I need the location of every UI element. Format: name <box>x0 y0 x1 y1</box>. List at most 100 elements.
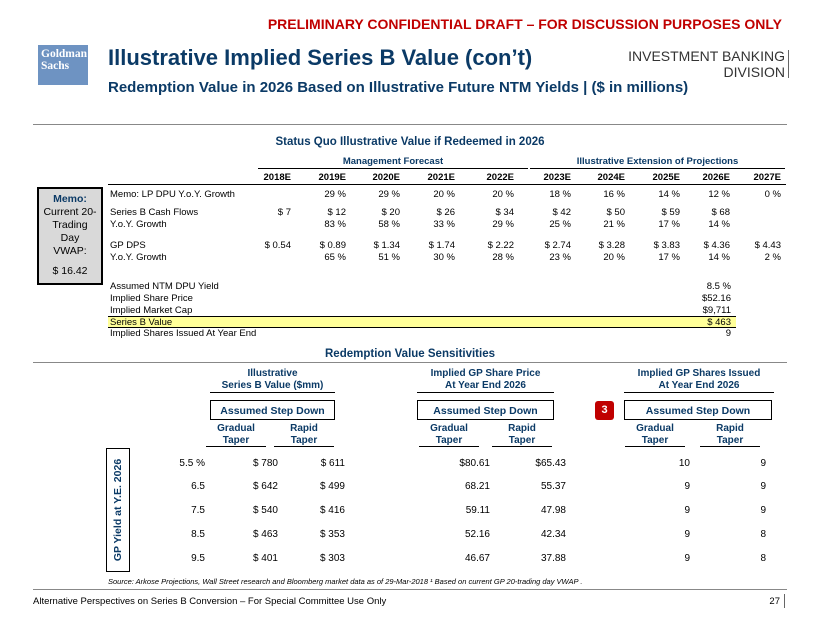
sensitivity-cell: 42.34 <box>540 529 566 540</box>
sensitivity-cell: $ 303 <box>319 553 345 564</box>
table-cell: 65 % <box>324 252 346 263</box>
group-header-1: Implied GP Shares Issued <box>637 368 761 379</box>
sensitivity-cell: 9 <box>760 481 766 492</box>
logo-line-1: Goldman <box>41 48 88 60</box>
yield-value: 8.5 <box>191 529 205 540</box>
sensitivity-cell: 9 <box>684 529 690 540</box>
year-header: 2022E <box>486 172 514 183</box>
year-header: 2026E <box>702 172 730 183</box>
year-header: 2020E <box>372 172 400 183</box>
yield-axis-label: GP Yield at Y.E. 2026 <box>112 458 124 562</box>
table-cell: 20 % <box>492 189 514 200</box>
sensitivity-cell: $65.43 <box>535 458 566 469</box>
division-divider <box>788 50 789 78</box>
taper-header-1: Gradual <box>430 423 468 434</box>
memo-box: Memo: Current 20- Trading Day VWAP: $ 16… <box>37 187 103 285</box>
taper-header-2: Taper <box>274 435 334 447</box>
company-logo: Goldman Sachs <box>38 45 88 85</box>
page-number: 27 <box>769 596 780 607</box>
table-cell: 14 % <box>658 189 680 200</box>
taper-header-2: Taper <box>625 435 685 447</box>
callout-badge: 3 <box>595 401 614 420</box>
group-header-2: At Year End 2026 <box>624 380 774 393</box>
step-down-header: Assumed Step Down <box>624 400 772 420</box>
logo-line-2: Sachs <box>41 60 70 72</box>
step-down-header: Assumed Step Down <box>417 400 554 420</box>
table-cell: $ 12 <box>327 207 347 218</box>
row-label: Memo: LP DPU Y.o.Y. Growth <box>110 189 235 200</box>
page-title: Illustrative Implied Series B Value (con… <box>108 45 533 70</box>
table-cell: 14 % <box>708 252 730 263</box>
sensitivity-cell: 10 <box>678 458 690 469</box>
mgmt-forecast-header: Management Forecast <box>342 156 444 167</box>
memo-title: Memo: <box>53 193 87 205</box>
source-note: Source: Arkose Projections, Wall Street … <box>108 577 583 586</box>
table-cell: 23 % <box>549 252 571 263</box>
memo-line-3: Day <box>60 232 80 244</box>
group-header-2: At Year End 2026 <box>417 380 554 393</box>
table-cell: $ 7 <box>277 207 291 218</box>
table-cell: $ 0.54 <box>264 240 291 251</box>
table-cell: $ 2.74 <box>544 240 571 251</box>
taper-header-1: Rapid <box>508 423 536 434</box>
table-cell: 29 % <box>378 189 400 200</box>
confidential-banner: PRELIMINARY CONFIDENTIAL DRAFT – FOR DIS… <box>267 16 782 32</box>
year-header: 2021E <box>427 172 455 183</box>
table-cell: 16 % <box>603 189 625 200</box>
header-divider <box>33 124 787 125</box>
taper-header-1: Gradual <box>217 423 255 434</box>
row-label: Series B Cash Flows <box>110 207 199 218</box>
sensitivity-cell: $80.61 <box>459 458 490 469</box>
summary-value: $ 463 <box>707 317 731 328</box>
taper-header-2: Taper <box>419 435 479 447</box>
table-cell: 29 % <box>324 189 346 200</box>
year-header: 2027E <box>753 172 781 183</box>
summary-label: Series B Value <box>110 317 173 328</box>
table-cell: $ 1.34 <box>373 240 400 251</box>
summary-value: $52.16 <box>701 293 731 304</box>
sensitivity-cell: 8 <box>760 529 766 540</box>
row-label: Y.o.Y. Growth <box>110 219 167 230</box>
taper-header-2: Taper <box>206 435 266 447</box>
status-quo-title: Status Quo Illustrative Value if Redeeme… <box>275 136 545 148</box>
division-line-2: DIVISION <box>723 64 785 80</box>
page-subtitle: Redemption Value in 2026 Based on Illust… <box>108 79 689 96</box>
memo-line-4: VWAP: <box>53 245 87 257</box>
table-cell: 29 % <box>492 219 514 230</box>
table-cell: $ 34 <box>495 207 515 218</box>
table-cell: 51 % <box>378 252 400 263</box>
summary-value: 9 <box>725 328 731 339</box>
summary-value: 8.5 % <box>706 281 731 292</box>
sensitivity-cell: 68.21 <box>464 481 490 492</box>
summary-label: Assumed NTM DPU Yield <box>110 281 219 292</box>
year-header-rule <box>108 184 786 185</box>
table-cell: $ 42 <box>552 207 572 218</box>
sensitivity-cell: 52.16 <box>464 529 490 540</box>
table-cell: $ 59 <box>661 207 681 218</box>
sensitivity-cell: 59.11 <box>465 505 490 516</box>
yield-value: 7.5 <box>191 505 205 516</box>
group-header-2: Series B Value ($mm) <box>210 380 335 393</box>
sensitivity-cell: 47.98 <box>540 505 566 516</box>
table-cell: 17 % <box>658 252 680 263</box>
year-header: 2024E <box>597 172 625 183</box>
table-cell: $ 0.89 <box>319 240 346 251</box>
table-cell: $ 4.36 <box>703 240 730 251</box>
yield-value: 9.5 <box>191 553 205 564</box>
memo-line-1: Current 20- <box>43 206 97 218</box>
table-cell: $ 3.83 <box>653 240 680 251</box>
table-cell: 20 % <box>433 189 455 200</box>
table-cell: $ 68 <box>711 207 731 218</box>
taper-header-2: Taper <box>700 435 760 447</box>
extension-header: Illustrative Extension of Projections <box>576 156 739 167</box>
table-cell: 2 % <box>764 252 781 263</box>
page-number-divider <box>784 594 785 608</box>
year-header: 2025E <box>652 172 680 183</box>
memo-vwap-value: $ 16.42 <box>52 265 88 277</box>
sensitivity-cell: 9 <box>684 505 690 516</box>
sensitivity-cell: $ 401 <box>252 553 278 564</box>
table-cell: 58 % <box>378 219 400 230</box>
footer-divider <box>33 589 787 590</box>
summary-label: Implied Market Cap <box>110 305 193 316</box>
sensitivity-cell: 46.67 <box>464 553 490 564</box>
